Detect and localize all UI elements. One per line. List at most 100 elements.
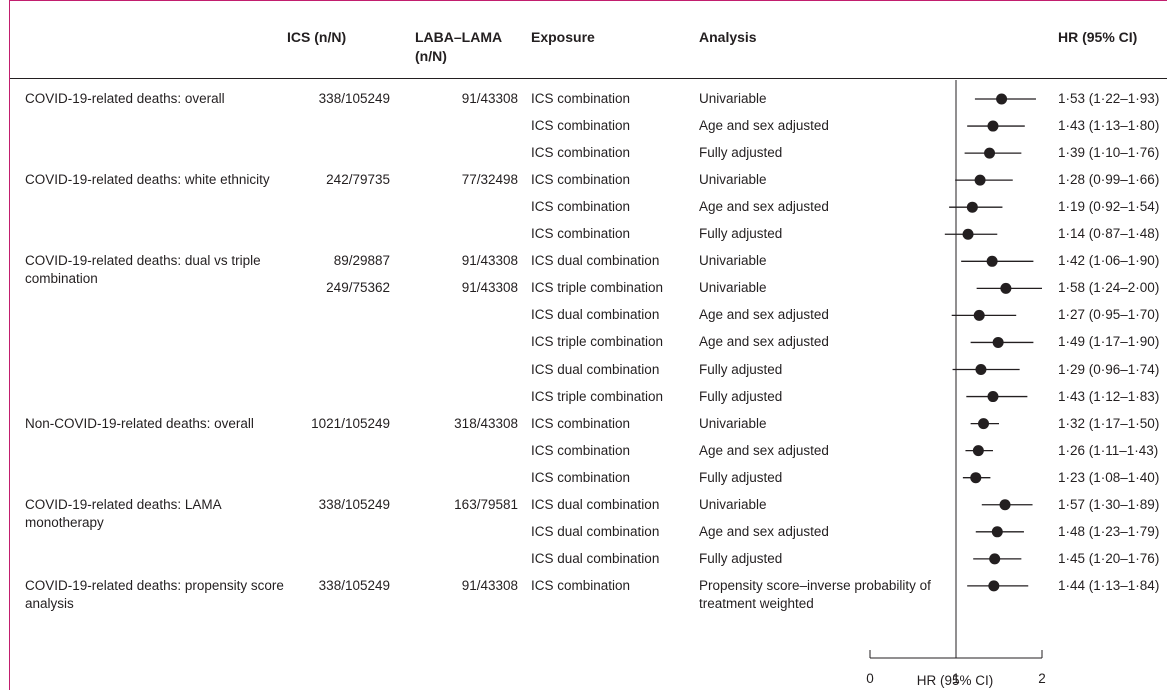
analysis-label: Fully adjusted	[699, 361, 783, 377]
analysis-label: Propensity score–inverse probability of …	[699, 577, 931, 611]
hr-ci-label: 1·23 (1·08–1·40)	[1058, 469, 1160, 485]
analysis-label: Univariable	[699, 253, 767, 269]
exposure-label: ICS triple combination	[531, 334, 664, 350]
hr-point	[972, 445, 984, 457]
laba-lama-count: 91/43308	[461, 577, 518, 593]
laba-lama-count: 318/43308	[454, 415, 518, 431]
hr-ci-label: 1·14 (0·87–1·48)	[1058, 226, 1160, 242]
hr-ci-label: 1·27 (0·95–1·70)	[1058, 307, 1160, 323]
hr-point	[987, 391, 999, 403]
exposure-label: ICS combination	[531, 199, 631, 215]
header-exposure: Exposure	[531, 29, 595, 45]
exposure-label: ICS combination	[531, 577, 631, 593]
hr-point	[999, 499, 1011, 511]
exposure-label: ICS combination	[531, 91, 631, 106]
laba-lama-count: 163/79581	[454, 496, 518, 512]
hr-ci-label: 1·32 (1·17–1·50)	[1058, 415, 1160, 431]
hr-ci-label: 1·53 (1·22–1·93)	[1058, 91, 1160, 106]
exposure-label: ICS combination	[531, 469, 631, 485]
hr-ci-label: 1·19 (0·92–1·54)	[1058, 199, 1160, 215]
hr-ci-label: 1·58 (1·24–2·00)	[1058, 280, 1160, 296]
exposure-label: ICS triple combination	[531, 388, 664, 404]
ics-count: 1021/105249	[311, 415, 390, 431]
ics-count: 89/29887	[333, 253, 390, 269]
laba-lama-count: 91/43308	[461, 253, 518, 269]
exposure-label: ICS dual combination	[531, 361, 660, 377]
x-axis-title: HR (95% CI)	[916, 673, 994, 688]
analysis-label: Age and sex adjusted	[699, 334, 829, 350]
analysis-label: Age and sex adjusted	[699, 442, 829, 458]
hr-point	[1000, 282, 1012, 294]
hr-ci-label: 1·28 (0·99–1·66)	[1058, 172, 1160, 188]
exposure-label: ICS combination	[531, 442, 631, 458]
analysis-label: Univariable	[699, 280, 767, 296]
hr-ci-label: 1·29 (0·96–1·74)	[1058, 361, 1160, 377]
header-hr: HR (95% CI)	[1058, 29, 1138, 45]
exposure-label: ICS dual combination	[531, 550, 660, 566]
x-tick-label: 1	[952, 671, 960, 686]
analysis-label: Fully adjusted	[699, 469, 783, 485]
outcome-label: COVID-19-related deaths: LAMA monotherap…	[25, 496, 221, 530]
exposure-label: ICS combination	[531, 118, 631, 134]
analysis-label: Univariable	[699, 496, 767, 512]
hr-ci-label: 1·44 (1·13–1·84)	[1058, 577, 1160, 593]
analysis-label: Univariable	[699, 91, 767, 106]
hr-point	[962, 228, 974, 240]
hr-ci-label: 1·49 (1·17–1·90)	[1058, 334, 1160, 350]
header-laba-lama: LABA–LAMA (n/N)	[415, 29, 502, 64]
hr-point	[988, 580, 1000, 592]
hr-point	[992, 336, 1004, 348]
exposure-label: ICS dual combination	[531, 253, 660, 269]
hr-point	[996, 93, 1008, 105]
hr-ci-label: 1·48 (1·23–1·79)	[1058, 523, 1160, 539]
outcome-label: COVID-19-related deaths: propensity scor…	[25, 577, 284, 611]
hr-ci-label: 1·43 (1·13–1·80)	[1058, 118, 1160, 134]
x-tick-label: 2	[1038, 671, 1046, 686]
hr-ci-label: 1·43 (1·12–1·83)	[1058, 388, 1160, 404]
outcome-label: COVID-19-related deaths: dual vs triple …	[25, 253, 261, 287]
laba-lama-count: 77/32498	[461, 172, 518, 188]
x-tick-label: 0	[866, 671, 874, 686]
hr-ci-label: 1·42 (1·06–1·90)	[1058, 253, 1160, 269]
exposure-label: ICS dual combination	[531, 523, 660, 539]
hr-point	[973, 309, 985, 321]
ics-count: 338/105249	[318, 496, 390, 512]
analysis-label: Univariable	[699, 172, 767, 188]
exposure-label: ICS combination	[531, 226, 631, 242]
exposure-label: ICS combination	[531, 415, 631, 431]
exposure-label: ICS combination	[531, 172, 631, 188]
laba-lama-count: 91/43308	[461, 91, 518, 106]
exposure-label: ICS dual combination	[531, 496, 660, 512]
exposure-label: ICS dual combination	[531, 307, 660, 323]
hr-point	[975, 364, 987, 375]
ics-count: 338/105249	[318, 577, 390, 593]
hr-ci-label: 1·45 (1·20–1·76)	[1058, 550, 1160, 566]
exposure-label: ICS triple combination	[531, 280, 664, 296]
hr-point	[970, 472, 982, 484]
laba-lama-count: 91/43308	[461, 280, 518, 296]
hr-ci-label: 1·39 (1·10–1·76)	[1058, 145, 1160, 161]
ics-count: 249/75362	[326, 280, 390, 296]
hr-point	[984, 147, 996, 159]
analysis-label: Age and sex adjusted	[699, 199, 829, 215]
hr-point	[978, 418, 990, 430]
ics-count: 338/105249	[318, 91, 390, 106]
hr-ci-label: 1·26 (1·11–1·43)	[1058, 442, 1159, 458]
hr-point	[974, 174, 986, 186]
outcome-label: COVID-19-related deaths: overall	[25, 91, 225, 106]
outcome-label: COVID-19-related deaths: white ethnicity	[25, 172, 270, 188]
analysis-label: Fully adjusted	[699, 550, 783, 566]
hr-point	[989, 553, 1001, 565]
header-rule	[10, 78, 1167, 79]
hr-point	[991, 526, 1003, 538]
analysis-label: Age and sex adjusted	[699, 118, 829, 134]
hr-ci-label: 1·57 (1·30–1·89)	[1058, 496, 1160, 512]
figure-frame	[9, 0, 1167, 690]
exposure-label: ICS combination	[531, 145, 631, 161]
analysis-label: Fully adjusted	[699, 226, 783, 242]
header-ics: ICS (n/N)	[287, 29, 347, 45]
analysis-label: Univariable	[699, 415, 767, 431]
analysis-label: Age and sex adjusted	[699, 523, 829, 539]
hr-point	[966, 201, 978, 213]
